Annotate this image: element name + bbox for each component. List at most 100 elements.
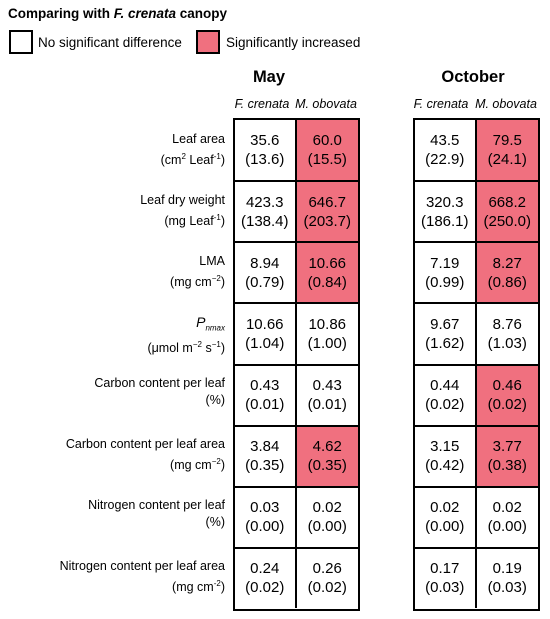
row-label: Pnmax (μmol m−2 s−1) (0, 314, 225, 358)
value-cell: 3.15 (0.42) (415, 426, 477, 486)
sd-value: (24.1) (487, 151, 527, 169)
sd-value: (0.38) (487, 457, 527, 475)
row-label-title: Nitrogen content per leaf area (59, 559, 225, 574)
value-cell: 0.17 (0.03) (415, 548, 477, 608)
row-divider (235, 302, 358, 305)
sd-value: (1.04) (245, 334, 285, 352)
season-title-may: May (252, 68, 286, 86)
row-label-part: −2 (211, 457, 221, 467)
sd-value: (1.03) (487, 334, 527, 352)
legend-title-suffix: canopy (176, 6, 228, 21)
mean-value: 0.43 (250, 377, 280, 395)
mean-value: 4.62 (312, 438, 342, 456)
row-label-part: (μmol m (147, 341, 193, 356)
mean-value: 0.17 (430, 560, 460, 578)
value-cell: 0.26 (0.02) (297, 549, 359, 608)
row-label: Leaf dry weight (mg Leaf-1) (0, 192, 225, 230)
row-divider (235, 546, 358, 549)
mean-value: 43.5 (430, 132, 460, 150)
value-cell: 3.84 (0.35) (235, 426, 297, 486)
row-label: Carbon content per leaf (%) (0, 375, 225, 409)
value-cell: 0.02 (0.00) (415, 487, 477, 547)
sd-value: (0.02) (307, 579, 347, 597)
mean-value: 0.02 (312, 499, 342, 517)
mean-value: 60.0 (312, 132, 342, 150)
row-label-unit: (mg cm-2) (0, 575, 225, 596)
sd-value: (0.79) (245, 273, 285, 291)
sd-value: (138.4) (240, 212, 289, 230)
mean-value: 10.86 (308, 315, 347, 333)
row-label-part: -2 (213, 579, 221, 589)
sd-value: (0.99) (425, 273, 465, 291)
row-label-part: ) (220, 213, 225, 228)
row-label-part: (mg cm (172, 580, 214, 595)
value-cell: 0.43 (0.01) (297, 366, 359, 425)
value-cell: 10.86 (1.00) (297, 304, 359, 363)
value-cell-significant: 79.5 (24.1) (476, 120, 538, 181)
mean-value: 10.66 (308, 254, 347, 272)
row-label-part: (mg cm (170, 458, 212, 473)
row-label-part: P (196, 313, 206, 330)
mean-value: 9.67 (430, 315, 460, 333)
value-cell-significant: 10.66 (0.84) (296, 243, 358, 303)
mean-value: 0.43 (312, 377, 342, 395)
column-header-october-f-crenata: F. crenata (413, 97, 469, 111)
sd-value: (0.01) (245, 396, 285, 414)
row-label-part: −1 (211, 340, 221, 350)
grid-october: 43.5 (22.9) 79.5 (24.1) 320.3 (186.1) 668.2 (25… (413, 118, 540, 611)
value-cell-significant: 668.2 (250.0) (476, 182, 538, 242)
row-label-part: 2 (181, 151, 186, 161)
value-cell: 0.02 (0.00) (477, 488, 539, 547)
row-label-unit: (μmol m−2 s−1) (0, 336, 225, 357)
row-divider (415, 180, 538, 183)
mean-value: 8.27 (492, 254, 522, 272)
row-label-part: ) (220, 152, 225, 167)
value-cell: 0.43 (0.01) (235, 365, 297, 425)
mean-value: 0.46 (492, 377, 522, 395)
row-label: Leaf area (cm2 Leaf-1) (0, 131, 225, 169)
row-divider (235, 424, 358, 427)
value-cell-significant: 3.77 (0.38) (476, 426, 538, 486)
sd-value: (0.02) (425, 396, 465, 414)
value-cell: 0.02 (0.00) (297, 488, 359, 547)
column-header-may-f-crenata: F. crenata (234, 97, 290, 111)
row-label-part: Leaf (185, 152, 214, 167)
mean-value: 3.84 (250, 438, 280, 456)
sd-value: (13.6) (245, 151, 285, 169)
sd-value: (0.03) (425, 579, 465, 597)
value-cell: 8.94 (0.79) (235, 243, 297, 303)
sd-value: (0.86) (487, 273, 527, 291)
row-label: Nitrogen content per leaf (%) (0, 497, 225, 531)
value-cell-significant: 646.7 (203.7) (296, 182, 358, 242)
mean-value: 0.19 (492, 560, 522, 578)
legend-title-prefix: Comparing with (8, 6, 114, 21)
row-label-part: s (201, 341, 212, 356)
sd-value: (0.01) (307, 396, 347, 414)
sd-value: (0.42) (425, 457, 465, 475)
legend-title-species: F. crenata (113, 6, 177, 21)
mean-value: 79.5 (492, 132, 522, 150)
row-label-part: (%) (205, 392, 225, 407)
value-cell-significant: 8.27 (0.86) (476, 243, 538, 303)
mean-value: 320.3 (425, 193, 464, 211)
mean-value: 3.15 (430, 438, 460, 456)
mean-value: 668.2 (488, 193, 527, 211)
sd-value: (1.00) (307, 334, 347, 352)
row-label: Carbon content per leaf area (mg cm−2) (0, 436, 225, 474)
row-label-title: Leaf dry weight (140, 192, 225, 207)
value-cell-significant: 0.46 (0.02) (476, 365, 538, 425)
value-cell: 43.5 (22.9) (415, 120, 477, 181)
sd-value: (203.7) (303, 212, 352, 230)
value-cell: 0.24 (0.02) (235, 548, 297, 608)
legend-swatch-increased (196, 30, 220, 54)
mean-value: 0.03 (250, 499, 280, 517)
row-divider (235, 485, 358, 488)
sd-value: (0.00) (245, 518, 285, 536)
sd-value: (0.02) (245, 579, 285, 597)
legend-swatch-no-difference (9, 30, 33, 54)
row-divider (235, 363, 358, 366)
sd-value: (250.0) (483, 212, 532, 230)
row-divider (415, 424, 538, 427)
sd-value: (186.1) (420, 212, 469, 230)
mean-value: 35.6 (250, 132, 280, 150)
